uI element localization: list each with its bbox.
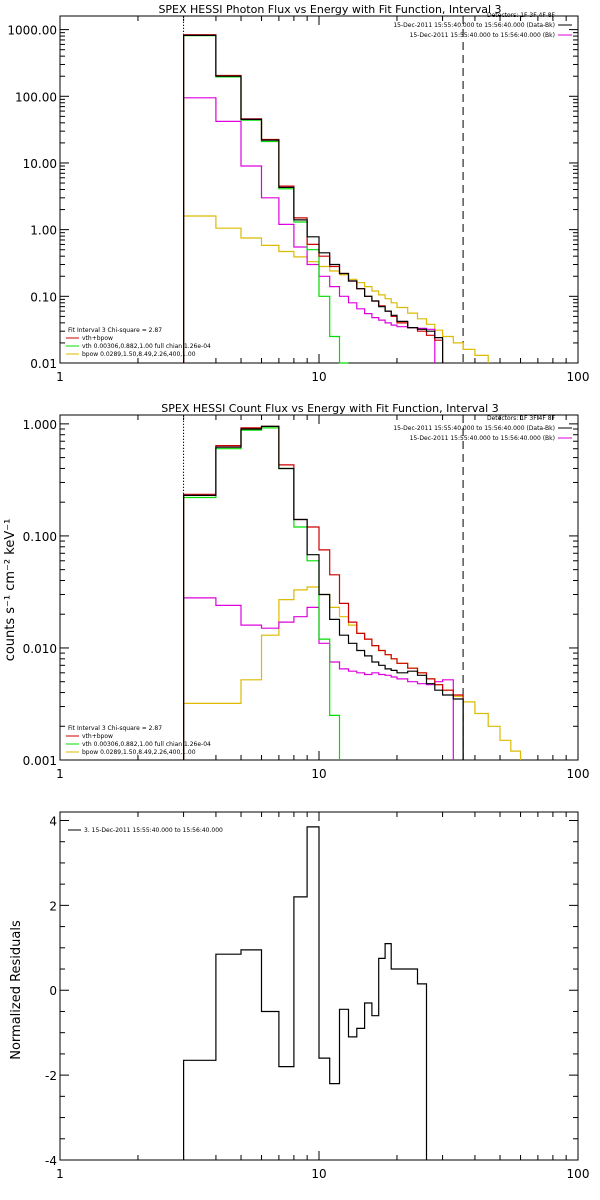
photon-y-tick-label: 0.01 [30, 357, 57, 371]
count-x-tick-label: 100 [567, 767, 590, 781]
photon-plot-frame [59, 15, 579, 364]
photon-fit-model: vth+bpow [82, 335, 113, 342]
residuals-x-tick-label: 1 [56, 1167, 64, 1181]
count-y-tick-label: 0.100 [23, 530, 57, 544]
photon-y-tick-label: 0.10 [30, 290, 57, 304]
residuals-y-axis-label: Normalized Residuals [9, 920, 24, 1060]
photon-fit-vth: vth 0.00306,0.882,1.00 full chian 1.26e-… [82, 343, 211, 350]
residuals-legend-label: 3. 15-Dec-2011 15:55:40.000 to 15:56:40.… [84, 827, 223, 834]
count-x-tick-label: 10 [311, 767, 326, 781]
photon-series-bpow [183, 215, 489, 363]
photon-x-tick-label: 100 [567, 370, 590, 384]
count-fit-vth: vth 0.00306,0.882,1.00 full chian 1.26e-… [82, 741, 211, 748]
photon-y-tick-label: 1000.00 [7, 24, 57, 38]
photon-fit-chisq: Fit Interval 3 Chi-square = 2.87 [68, 327, 162, 334]
count-series-data [183, 425, 464, 760]
photon-legend-bk: 15-Dec-2011 15:55:40.000 to 15:56:40.000… [410, 32, 555, 39]
count-y-tick-label: 0.010 [23, 642, 57, 656]
count-y-axis-label: counts s⁻¹ cm⁻² keV⁻¹ [3, 519, 18, 662]
count-legend-detectors: Detectors: 1F 3F 4F 8F [487, 415, 556, 422]
count-series-vth [183, 427, 341, 760]
count-legend-bk: 15-Dec-2011 15:55:40.000 to 15:56:40.000… [410, 435, 555, 442]
photon-series-data [183, 34, 444, 363]
count-fit-model: vth+bpow [82, 733, 113, 740]
count-fit-bpow: bpow 0.0289,1.50,8.49,2.26,400,1.00 [82, 749, 196, 756]
count-fit-chisq: Fit Interval 3 Chi-square = 2.87 [68, 725, 162, 732]
residuals-panel: Normalized Residuals 3. 15-Dec-2011 15:5… [9, 811, 590, 1181]
residuals-x-tick-label: 10 [311, 1167, 326, 1181]
photon-fit-bpow: bpow 0.0289,1.50,8.49,2.26,400,1.00 [82, 351, 196, 358]
photon-y-tick-label: 1.00 [30, 224, 57, 238]
count-flux-panel: SPEX HESSI Count Flux vs Energy with Fit… [3, 402, 589, 781]
count-series-background [183, 597, 454, 760]
photon-y-tick-label: 10.00 [23, 157, 57, 171]
residuals-y-tick-label: -2 [45, 1069, 57, 1083]
count-y-tick-label: 0.001 [23, 754, 57, 768]
residuals-y-tick-label: 4 [49, 814, 57, 828]
photon-fit-legend: Fit Interval 3 Chi-square = 2.87 vth+bpo… [68, 327, 211, 358]
photon-x-tick-label: 1 [56, 370, 64, 384]
photon-x-tick-label: 10 [311, 370, 326, 384]
count-series-bpow [183, 586, 522, 760]
count-fit-legend: Fit Interval 3 Chi-square = 2.87 vth+bpo… [68, 725, 211, 756]
residuals-y-tick-label: -4 [45, 1154, 57, 1168]
photon-flux-panel: SPEX HESSI Photon Flux vs Energy with Fi… [7, 3, 589, 384]
photon-y-tick-label: 100.00 [15, 90, 57, 104]
photon-series-background [183, 97, 436, 363]
count-x-tick-label: 1 [56, 767, 64, 781]
count-legend: Detectors: 1F 3F 4F 8F 15-Dec-2011 15:55… [393, 415, 555, 442]
count-legend-data: 15-Dec-2011 15:55:40.000 to 15:56:40.000… [393, 425, 555, 432]
photon-chart-title: SPEX HESSI Photon Flux vs Energy with Fi… [158, 3, 501, 16]
photon-legend-data: 15-Dec-2011 15:55:40.000 to 15:56:40.000… [393, 22, 555, 29]
photon-series-vth [183, 35, 349, 364]
residuals-y-tick-label: 0 [49, 984, 57, 998]
residuals-y-tick-label: 2 [49, 899, 57, 913]
residuals-x-tick-label: 100 [567, 1167, 590, 1181]
photon-series-model [183, 34, 444, 363]
count-series-model [183, 425, 464, 760]
count-y-tick-label: 1.000 [23, 418, 57, 432]
count-chart-title: SPEX HESSI Count Flux vs Energy with Fit… [161, 402, 498, 415]
residuals-series-data [183, 826, 428, 1160]
